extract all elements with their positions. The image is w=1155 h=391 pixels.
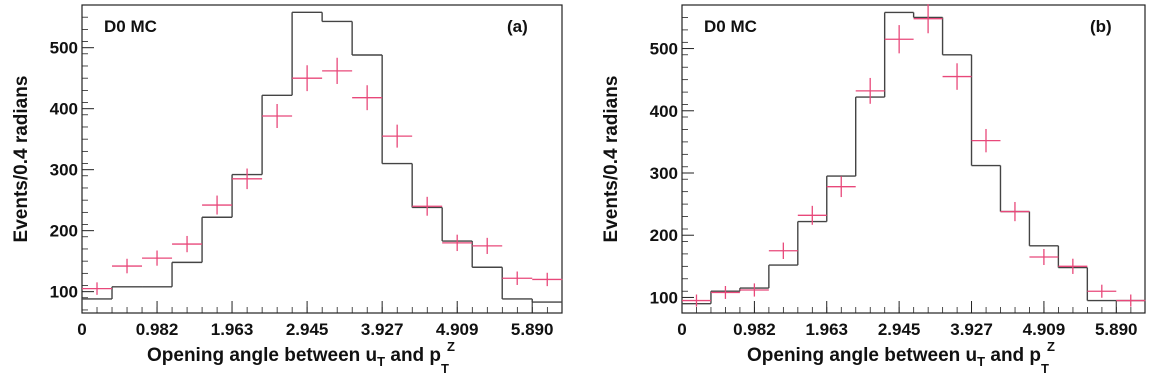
y-tick-label: 200 xyxy=(50,222,78,241)
x-axis-title-part: and p xyxy=(985,345,1041,366)
data-point xyxy=(1000,201,1030,222)
data-point xyxy=(942,63,972,90)
y-tick-label: 400 xyxy=(50,100,78,119)
data-point xyxy=(172,235,203,253)
data-point xyxy=(710,286,740,299)
chart-panel-b: 100 200 300 400 500 0 0.982 1.963 2.945 3.927 4.90… xyxy=(590,0,1155,391)
data-point xyxy=(502,271,533,285)
x-tick-label: 0.982 xyxy=(136,320,179,339)
data-point xyxy=(826,176,856,198)
panel-label: (b) xyxy=(1090,17,1112,36)
data-point xyxy=(768,242,798,260)
data-point xyxy=(1058,258,1088,274)
x-axis-title: Opening angle between uT and pTZ xyxy=(747,339,1055,376)
data-point xyxy=(322,57,353,84)
y-axis-title: Events/0.4 radians xyxy=(601,76,622,243)
data-point xyxy=(262,103,293,129)
data-point xyxy=(797,205,827,225)
x-tick-label: 0 xyxy=(77,320,86,339)
x-axis-title-part: and p xyxy=(385,345,441,366)
y-tick-label: 100 xyxy=(50,283,78,302)
data-point xyxy=(142,250,173,266)
x-tick-label: 0 xyxy=(677,320,686,339)
x-tick-label: 3.927 xyxy=(950,320,993,339)
data-point xyxy=(292,65,323,92)
data-point xyxy=(442,234,473,252)
x-axis-title-superscript: Z xyxy=(447,339,455,354)
x-axis-title-subscript: T xyxy=(977,354,985,369)
mc-label: D0 MC xyxy=(704,17,757,36)
data-point xyxy=(884,25,914,54)
x-tick-label: 5.890 xyxy=(1095,320,1138,339)
data-point xyxy=(1029,249,1059,265)
data-point xyxy=(472,237,503,254)
mc-label: D0 MC xyxy=(104,17,157,36)
data-point xyxy=(202,195,233,215)
x-tick-label: 2.945 xyxy=(878,320,921,339)
x-axis-title-subscript: T xyxy=(441,361,449,376)
x-axis-title-superscript: Z xyxy=(1047,339,1055,354)
data-point xyxy=(412,196,443,216)
x-tick-label: 1.963 xyxy=(211,320,254,339)
x-axis-title-subscript: T xyxy=(1041,361,1049,376)
y-tick-label: 400 xyxy=(650,102,678,121)
x-axis-title-part: Opening angle between u xyxy=(747,345,977,366)
data-point xyxy=(232,168,263,190)
y-tick-label: 500 xyxy=(650,40,678,59)
y-tick-label: 300 xyxy=(50,161,78,180)
x-tick-label: 4.909 xyxy=(436,320,479,339)
x-axis-title: Opening angle between uT and pTZ xyxy=(147,339,455,376)
x-tick-label: 2.945 xyxy=(286,320,329,339)
data-point xyxy=(1087,284,1117,298)
histogram-chart-b: 100 200 300 400 500 0 0.982 1.963 2.945 3.927 4.90… xyxy=(601,4,1146,376)
data-point xyxy=(855,77,885,104)
x-tick-label: 1.963 xyxy=(805,320,848,339)
y-tick-label: 500 xyxy=(50,39,78,58)
x-tick-label: 3.927 xyxy=(361,320,404,339)
data-point xyxy=(82,282,113,295)
chart-panel-a: 100 200 300 400 500 0 0.982 1.963 2.945 3.927 4.90… xyxy=(0,0,570,391)
data-point xyxy=(112,258,143,274)
data-point xyxy=(382,124,413,148)
data-point xyxy=(682,294,711,307)
y-axis-title: Events/0.4 radians xyxy=(11,76,32,243)
x-axis-title-subscript: T xyxy=(377,354,385,369)
x-axis-title-part: Opening angle between u xyxy=(147,345,377,366)
data-point xyxy=(1116,294,1146,307)
data-point xyxy=(352,85,383,111)
x-tick-label: 5.890 xyxy=(511,320,554,339)
data-point xyxy=(532,272,563,287)
panel-label: (a) xyxy=(507,17,528,36)
y-tick-label: 200 xyxy=(650,226,678,245)
x-tick-label: 0.982 xyxy=(733,320,776,339)
data-point xyxy=(971,128,1001,153)
x-tick-label: 4.909 xyxy=(1023,320,1066,339)
y-tick-label: 300 xyxy=(650,164,678,183)
data-point xyxy=(913,4,943,34)
y-tick-label: 100 xyxy=(650,288,678,307)
histogram-chart-a: 100 200 300 400 500 0 0.982 1.963 2.945 3.927 4.90… xyxy=(11,4,563,376)
data-point xyxy=(739,283,769,297)
